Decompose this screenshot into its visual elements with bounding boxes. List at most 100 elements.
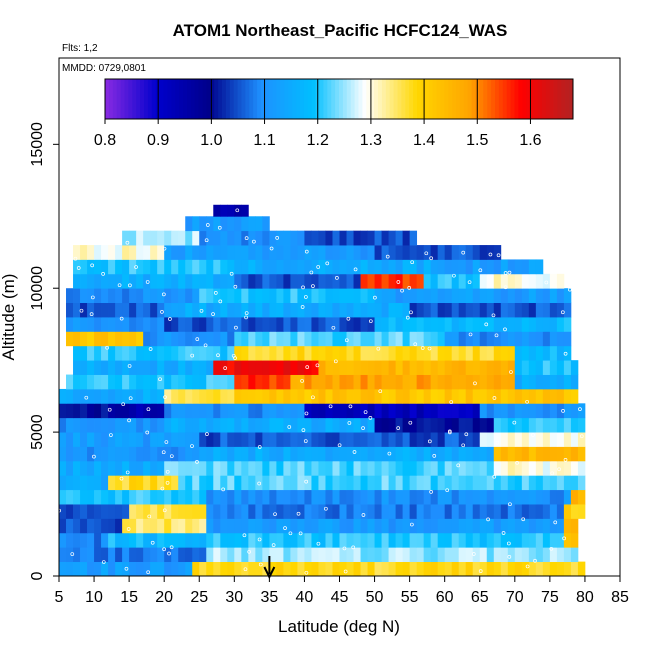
heatmap-cell	[213, 403, 221, 419]
heatmap-cell	[276, 489, 284, 505]
heatmap-cell	[101, 403, 109, 419]
heatmap-cell	[157, 374, 165, 390]
heatmap-cell	[437, 317, 446, 332]
heatmap-cell	[220, 345, 228, 361]
heatmap-cell	[318, 417, 326, 433]
heatmap-cell	[87, 302, 95, 318]
heatmap-cell	[395, 446, 404, 462]
heatmap-cell	[269, 288, 277, 304]
heatmap-cell	[542, 331, 551, 347]
heatmap-cell	[549, 518, 558, 534]
sample-point	[335, 276, 339, 280]
heatmap-cell	[185, 403, 193, 419]
heatmap-cell	[108, 345, 116, 361]
sample-point	[316, 265, 321, 269]
heatmap-cell	[178, 518, 186, 534]
heatmap-cell	[367, 345, 375, 361]
heatmap-cell	[479, 245, 488, 260]
sample-point	[578, 407, 582, 411]
heatmap-cell	[185, 230, 193, 246]
heatmap-cell	[122, 388, 130, 404]
heatmap-cell	[178, 302, 186, 318]
heatmap-cell	[290, 317, 298, 332]
heatmap-cell	[143, 288, 151, 304]
heatmap-cell	[136, 403, 144, 419]
heatmap-cell	[346, 489, 354, 505]
sample-point	[168, 317, 172, 321]
heatmap-cell	[80, 432, 88, 447]
heatmap-cell	[479, 345, 488, 361]
heatmap-cell	[416, 317, 425, 332]
sample-point	[468, 332, 473, 337]
sample-point	[347, 421, 352, 425]
sample-point	[203, 343, 208, 348]
heatmap-cell	[416, 345, 425, 361]
heatmap-cell	[493, 317, 502, 332]
heatmap-cell	[269, 432, 277, 447]
heatmap-cell	[199, 432, 207, 447]
heatmap-cell	[143, 504, 151, 519]
heatmap-cell	[423, 273, 432, 289]
heatmap-cell	[381, 518, 389, 534]
heatmap-cell	[465, 547, 474, 563]
heatmap-cell	[542, 345, 551, 361]
heatmap-cell	[80, 288, 88, 304]
heatmap-cell	[241, 288, 249, 304]
sample-point	[119, 316, 124, 321]
heatmap-cell	[94, 360, 102, 375]
x-tick-label: 35	[260, 589, 278, 606]
heatmap-cell	[507, 360, 516, 375]
sample-point	[579, 434, 584, 439]
colorbar-swatch	[144, 79, 149, 119]
heatmap-cell	[213, 360, 221, 375]
heatmap-cell	[521, 288, 530, 304]
heatmap-cell	[241, 273, 249, 289]
heatmap-cell	[458, 561, 467, 577]
heatmap-cell	[514, 475, 523, 491]
colorbar-swatch	[452, 79, 457, 119]
heatmap-cell	[276, 374, 284, 390]
colorbar-swatch	[385, 79, 391, 119]
heatmap-cell	[192, 446, 200, 462]
heatmap-cell	[150, 345, 158, 361]
heatmap-cell	[500, 532, 509, 548]
sample-point	[507, 555, 512, 559]
heatmap-cell	[87, 288, 95, 304]
heatmap-cell	[472, 518, 481, 534]
heatmap-cell	[388, 475, 396, 491]
sample-point	[509, 370, 513, 374]
heatmap-cell	[192, 532, 200, 548]
heatmap-cell	[143, 403, 151, 419]
colorbar-swatch	[471, 79, 476, 119]
heatmap-cell	[129, 317, 137, 332]
heatmap-cell	[423, 489, 432, 505]
heatmap-cell	[227, 331, 235, 347]
heatmap-cell	[451, 489, 460, 505]
sample-point	[405, 315, 410, 320]
heatmap-cell	[297, 504, 305, 519]
heatmap-cell	[213, 417, 221, 433]
heatmap-cell	[164, 259, 172, 275]
heatmap-cell	[549, 547, 558, 563]
colorbar-swatch	[428, 79, 434, 119]
latitude-marker-arrow	[263, 556, 276, 580]
sample-point	[304, 295, 308, 299]
heatmap-cell	[563, 317, 572, 332]
heatmap-cell	[136, 317, 144, 332]
heatmap-cell	[255, 216, 263, 232]
heatmap-cell	[129, 504, 137, 519]
heatmap-cell	[479, 302, 488, 318]
sample-point	[563, 458, 568, 462]
heatmap-cell	[59, 489, 67, 505]
heatmap-cell	[122, 259, 130, 275]
heatmap-cell	[164, 460, 172, 476]
heatmap-cell	[297, 388, 305, 404]
heatmap-cell	[143, 518, 151, 534]
heatmap-cell	[381, 432, 389, 447]
heatmap-cell	[150, 504, 158, 519]
heatmap-cell	[276, 302, 284, 318]
heatmap-cell	[500, 475, 509, 491]
heatmap-cell	[395, 504, 404, 519]
heatmap-cell	[367, 547, 375, 563]
heatmap-cell	[129, 547, 137, 563]
